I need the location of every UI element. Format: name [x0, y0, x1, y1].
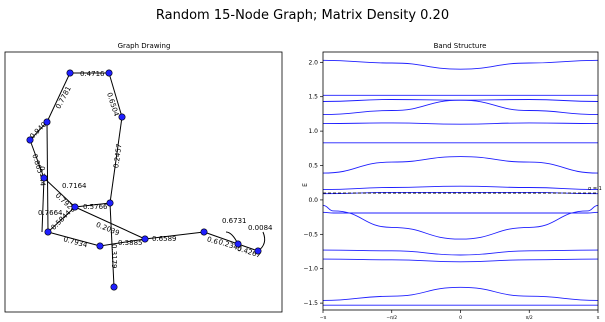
graph-node	[96, 242, 104, 250]
graph-nodes	[26, 69, 262, 291]
graph-node	[110, 283, 118, 291]
graph-edge	[47, 231, 101, 247]
fermi-level-label: α = 1	[588, 186, 602, 192]
graph-node	[106, 199, 114, 207]
graph-edge	[109, 202, 115, 288]
edge-weight-label: 0.4716	[80, 70, 105, 78]
axis-ticks: −1.5 −1.0 −0.5 0.0 0.5 1.0 1.5 2.0 −π −π/2 0 π/2 π	[303, 59, 599, 321]
band-line-13	[322, 258, 599, 263]
band-line-14	[322, 286, 599, 301]
band-line-3	[322, 99, 599, 116]
chart-title: Band Structure	[434, 42, 487, 50]
y-axis-label: E	[302, 183, 309, 187]
x-tick-label: π/2	[526, 315, 533, 321]
edge-weight-label: 0.7164	[62, 182, 87, 190]
graph-edges	[29, 72, 266, 288]
edge-weight-label: 0.0084	[248, 224, 273, 232]
graph-edge	[74, 202, 111, 208]
edge-weight-label: 0.6	[206, 235, 220, 246]
graph-node	[26, 136, 34, 144]
graph-edge	[41, 177, 45, 233]
x-tick-label: π	[597, 316, 600, 321]
graph-node	[43, 118, 51, 126]
y-tick-label: −1.5	[303, 300, 318, 307]
graph-edge	[237, 243, 259, 252]
graph-edge	[46, 121, 49, 233]
graph-edge	[74, 206, 146, 240]
x-tick-label: 0	[459, 315, 462, 321]
edge-weight-label: 0.3885	[118, 239, 143, 247]
y-tick-label: 0.0	[308, 197, 318, 204]
band-lines-group: α = 1	[322, 59, 602, 306]
graph-node	[254, 247, 262, 255]
band-line-7	[322, 156, 599, 174]
band-line-11	[322, 211, 599, 214]
graph-node	[66, 69, 74, 77]
x-tick-label: −π/2	[386, 315, 397, 321]
y-tick-label: −1.0	[303, 266, 318, 273]
band-line-8	[322, 185, 599, 191]
y-tick-label: −0.5	[303, 231, 318, 238]
graph-node	[200, 228, 208, 236]
band-line-12	[322, 249, 599, 256]
graph-edge	[109, 116, 123, 204]
graph-node	[40, 174, 48, 182]
graph-node	[234, 240, 242, 248]
graph-edge	[47, 206, 76, 233]
band-line-10	[322, 204, 599, 240]
graph-panel-frame	[4, 51, 283, 313]
y-tick-label: 1.0	[308, 128, 318, 135]
graph-node	[141, 235, 149, 243]
graph-edge	[43, 177, 76, 208]
band-line-4	[322, 99, 599, 116]
graph-node	[71, 203, 79, 211]
y-tick-label: 0.5	[308, 163, 318, 170]
graph-node	[118, 113, 126, 121]
edge-weight-label: 0.6589	[152, 235, 177, 243]
graph-edge	[29, 121, 48, 141]
edge-weight-label: 0.5766	[83, 203, 108, 211]
graph-edge	[29, 139, 45, 179]
y-tick-label: 2.0	[308, 59, 318, 66]
edge-weight-label: 0.2457	[112, 143, 123, 168]
graph-edge	[144, 231, 205, 240]
graph-node	[105, 69, 113, 77]
chart-frame	[322, 51, 599, 311]
edge-weight-label: 0.6731	[222, 217, 247, 225]
figure-title: Random 15-Node Graph; Matrix Density 0.2…	[155, 8, 450, 23]
edge-weight-label: 0.3179	[110, 244, 118, 269]
graph-node	[44, 228, 52, 236]
graph-panel-title: Graph Drawing	[118, 42, 171, 50]
band-line-5	[322, 122, 599, 125]
edge-weight-label: 0.7664	[38, 209, 63, 217]
x-tick-label: −π	[320, 316, 327, 321]
graph-edge	[108, 72, 123, 118]
graph-edge	[46, 72, 71, 123]
graph-edge	[203, 231, 239, 245]
graph-edge	[99, 238, 146, 247]
band-line-1	[322, 59, 599, 70]
y-tick-label: 1.5	[308, 94, 318, 101]
